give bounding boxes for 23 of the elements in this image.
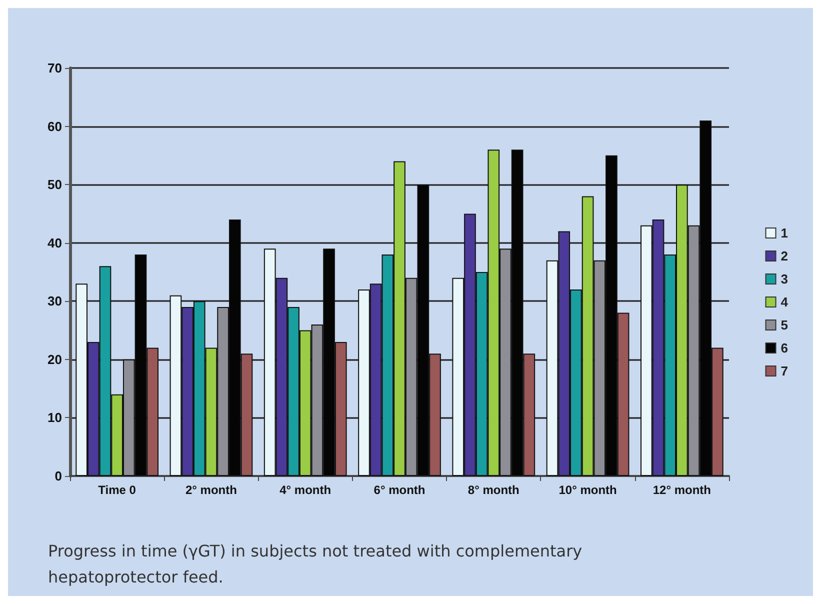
y-tick-label: 70 [48,60,62,76]
legend-label: 7 [780,364,788,378]
legend-label: 2 [780,248,788,264]
y-tick-label: 30 [48,294,62,309]
x-tick-label: 12° month [652,483,711,497]
legend-label: 3 [780,272,788,286]
y-tick-label: 60 [48,118,62,134]
legend-label: 1 [780,226,788,240]
x-tick-label: 6° month [374,483,426,497]
legend-label: 6 [780,340,788,356]
y-tick-label: 50 [48,177,62,192]
x-tick-label: 10° month [558,483,617,497]
text: Progress in time (γGT) in subjects not treated with complementary hepatoprotector feed. [48,542,588,586]
legend-label: 4 [780,294,789,310]
x-tick-label: 8° month [468,483,520,497]
x-tick-label: 4° month [280,483,332,497]
y-tick-label: 20 [48,352,62,367]
x-tick-label: 2° month [185,483,237,497]
y-tick-label: 40 [48,235,62,250]
y-tick-label: 0 [54,468,62,484]
x-tick-label: Time 0 [98,483,136,497]
legend-label: 5 [780,318,788,332]
y-tick-label: 10 [48,410,62,426]
